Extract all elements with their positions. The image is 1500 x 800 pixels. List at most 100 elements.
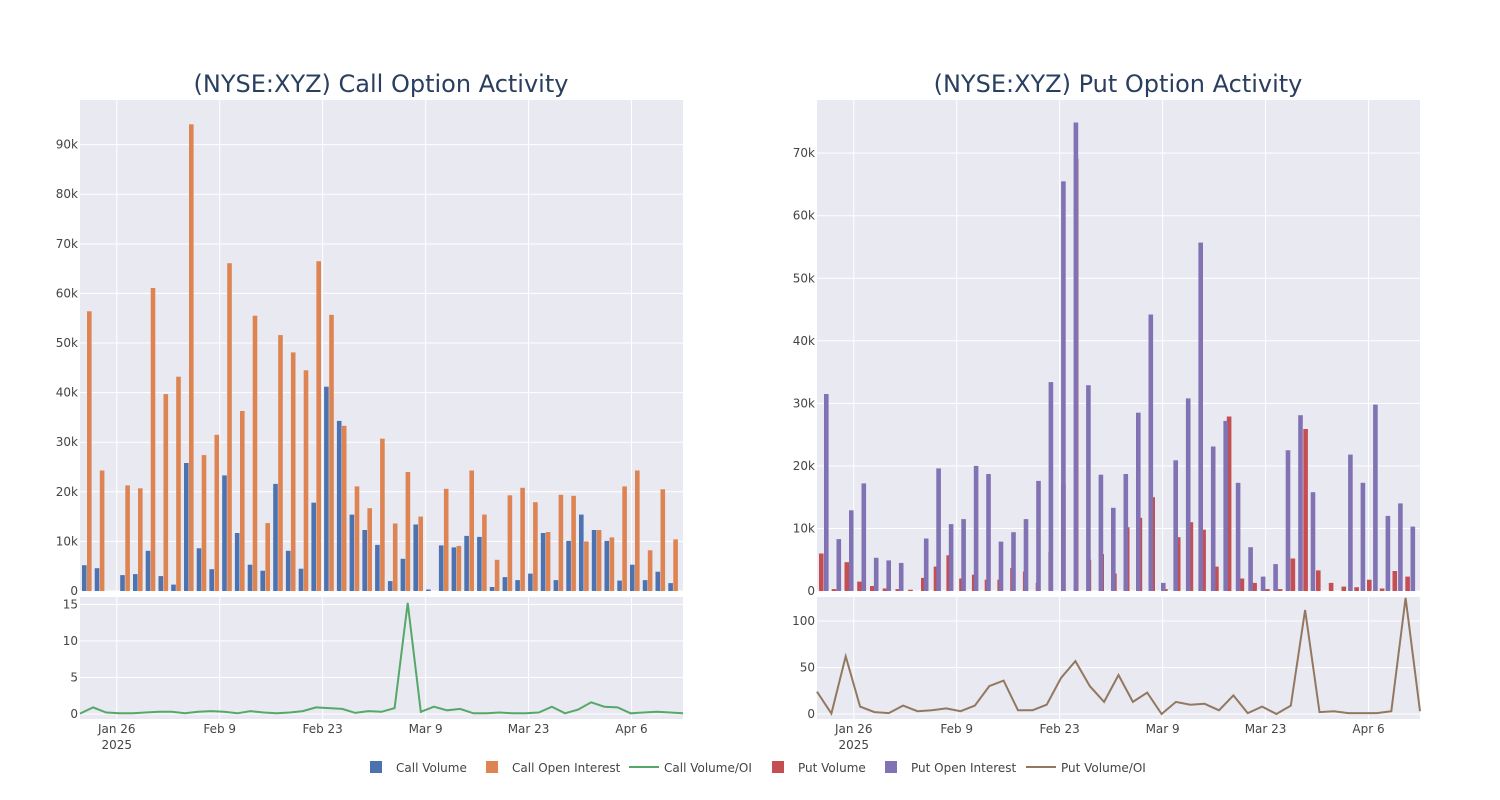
call-bar-call-open-interest bbox=[163, 394, 169, 591]
put-bar-put-open-interest bbox=[824, 394, 829, 591]
call-bar-call-open-interest bbox=[533, 502, 538, 591]
call-bar-call-volume bbox=[209, 569, 214, 591]
put-bar-put-volume bbox=[1354, 587, 1359, 591]
call-bar-call-volume bbox=[94, 568, 100, 591]
call-bar-call-open-interest bbox=[341, 425, 347, 591]
put-bar-put-open-interest bbox=[1210, 446, 1216, 591]
put-main-y-tick-label: 20k bbox=[793, 459, 815, 473]
call-bar-call-volume bbox=[158, 576, 164, 591]
call-bar-call-volume bbox=[438, 545, 444, 591]
put-bar-put-volume bbox=[1252, 582, 1257, 591]
call-bar-call-open-interest bbox=[609, 537, 615, 591]
call-bar-call-volume bbox=[451, 547, 457, 591]
call-bar-call-volume bbox=[413, 524, 418, 591]
call-bar-call-volume bbox=[655, 571, 661, 591]
put-bar-put-open-interest bbox=[1248, 547, 1253, 591]
put-bar-put-open-interest bbox=[1235, 482, 1241, 591]
put-bar-put-open-interest bbox=[1310, 492, 1316, 591]
call-bar-call-open-interest bbox=[647, 550, 653, 591]
call-ratio-y-tick-label: 10 bbox=[63, 634, 78, 648]
put-bar-put-volume bbox=[1188, 522, 1194, 591]
put-bar-put-volume bbox=[1175, 537, 1181, 591]
put-bar-put-open-interest bbox=[1185, 398, 1191, 591]
call-main-y-tick-label: 10k bbox=[56, 534, 78, 548]
legend-item[interactable]: Call Volume bbox=[370, 761, 467, 775]
call-ratio-plot-area bbox=[80, 597, 683, 719]
legend-label: Call Volume bbox=[396, 761, 467, 775]
legend-item[interactable]: Call Volume/OI bbox=[629, 761, 752, 775]
call-main-y-tick-label: 0 bbox=[70, 584, 78, 598]
call-main-y-tick-label: 30k bbox=[56, 435, 78, 449]
put-main-y-tick-label: 70k bbox=[793, 146, 815, 160]
call-x-tick-label: Apr 6 bbox=[615, 722, 647, 736]
put-bar-put-volume bbox=[1392, 571, 1398, 591]
put-x-tick-year: 2025 bbox=[838, 738, 869, 752]
put-bar-put-volume bbox=[1290, 558, 1296, 591]
put-x-tick-label: Mar 23 bbox=[1245, 722, 1287, 736]
call-bar-call-open-interest bbox=[150, 288, 156, 591]
put-bar-put-volume bbox=[1405, 576, 1410, 591]
call-bar-call-volume bbox=[566, 540, 571, 591]
legend-item[interactable]: Put Open Interest bbox=[885, 761, 1017, 775]
call-bar-call-open-interest bbox=[316, 261, 321, 591]
put-bar-put-open-interest bbox=[1285, 450, 1291, 591]
call-bar-call-open-interest bbox=[469, 470, 474, 591]
put-bar-put-volume bbox=[1328, 582, 1334, 591]
put-bar-put-open-interest bbox=[1373, 404, 1378, 591]
legend-swatch bbox=[772, 761, 784, 773]
call-bar-call-volume bbox=[285, 550, 291, 591]
call-bar-call-volume bbox=[184, 463, 189, 591]
put-bar-put-volume bbox=[1379, 588, 1385, 591]
put-bar-put-volume bbox=[1367, 579, 1372, 591]
put-main-y-tick-label: 0 bbox=[807, 584, 815, 598]
call-bar-call-open-interest bbox=[189, 124, 194, 592]
call-bar-call-volume bbox=[400, 558, 406, 591]
call-bar-call-open-interest bbox=[380, 438, 385, 591]
put-bar-put-open-interest bbox=[1398, 503, 1403, 591]
put-bar-put-volume bbox=[895, 589, 901, 591]
put-bar-put-open-interest bbox=[961, 519, 966, 591]
put-bar-put-open-interest bbox=[1273, 564, 1278, 591]
call-bar-call-open-interest bbox=[354, 486, 360, 591]
call-bar-call-open-interest bbox=[558, 494, 564, 591]
call-bar-call-open-interest bbox=[329, 314, 334, 591]
put-bar-put-volume bbox=[946, 555, 951, 591]
legend-swatch bbox=[486, 761, 498, 773]
put-bar-put-volume bbox=[933, 566, 939, 591]
put-bar-put-open-interest bbox=[1136, 412, 1141, 591]
call-bar-call-volume bbox=[260, 570, 265, 591]
call-bar-call-open-interest bbox=[87, 311, 92, 591]
call-bar-call-volume bbox=[477, 536, 482, 591]
put-bar-put-volume bbox=[1303, 429, 1308, 591]
put-bar-put-open-interest bbox=[986, 474, 991, 591]
legend-item[interactable]: Put Volume bbox=[772, 761, 866, 775]
call-bar-call-volume bbox=[234, 533, 240, 591]
put-bar-put-open-interest bbox=[1011, 532, 1016, 591]
put-bar-put-open-interest bbox=[998, 541, 1004, 591]
call-chart-title: (NYSE:XYZ) Call Option Activity bbox=[194, 70, 569, 98]
put-main-y-tick-label: 30k bbox=[793, 396, 815, 410]
put-main-y-tick-label: 50k bbox=[793, 271, 815, 285]
legend-item[interactable]: Call Open Interest bbox=[486, 761, 621, 775]
call-bar-call-open-interest bbox=[660, 489, 666, 591]
call-bar-call-open-interest bbox=[456, 545, 462, 591]
legend-label: Call Open Interest bbox=[512, 761, 621, 775]
put-bar-put-open-interest bbox=[1098, 474, 1104, 591]
call-bar-call-volume bbox=[171, 584, 176, 591]
put-bar-put-open-interest bbox=[1036, 480, 1041, 591]
put-bar-put-volume bbox=[908, 589, 913, 591]
put-bar-put-open-interest bbox=[1111, 507, 1116, 591]
legend-item[interactable]: Put Volume/OI bbox=[1026, 761, 1146, 775]
call-bar-call-volume bbox=[336, 420, 342, 591]
call-bar-call-volume bbox=[489, 587, 495, 591]
put-bar-put-volume bbox=[1277, 589, 1283, 591]
call-bar-call-volume bbox=[464, 535, 469, 591]
call-bar-call-open-interest bbox=[290, 352, 296, 591]
call-bar-call-volume bbox=[591, 530, 597, 591]
call-bar-call-open-interest bbox=[367, 508, 372, 591]
put-main-y-tick-label: 60k bbox=[793, 209, 815, 223]
put-main-y-tick-label: 40k bbox=[793, 334, 815, 348]
put-bar-put-volume bbox=[1265, 589, 1270, 591]
legend-swatch bbox=[885, 761, 897, 773]
